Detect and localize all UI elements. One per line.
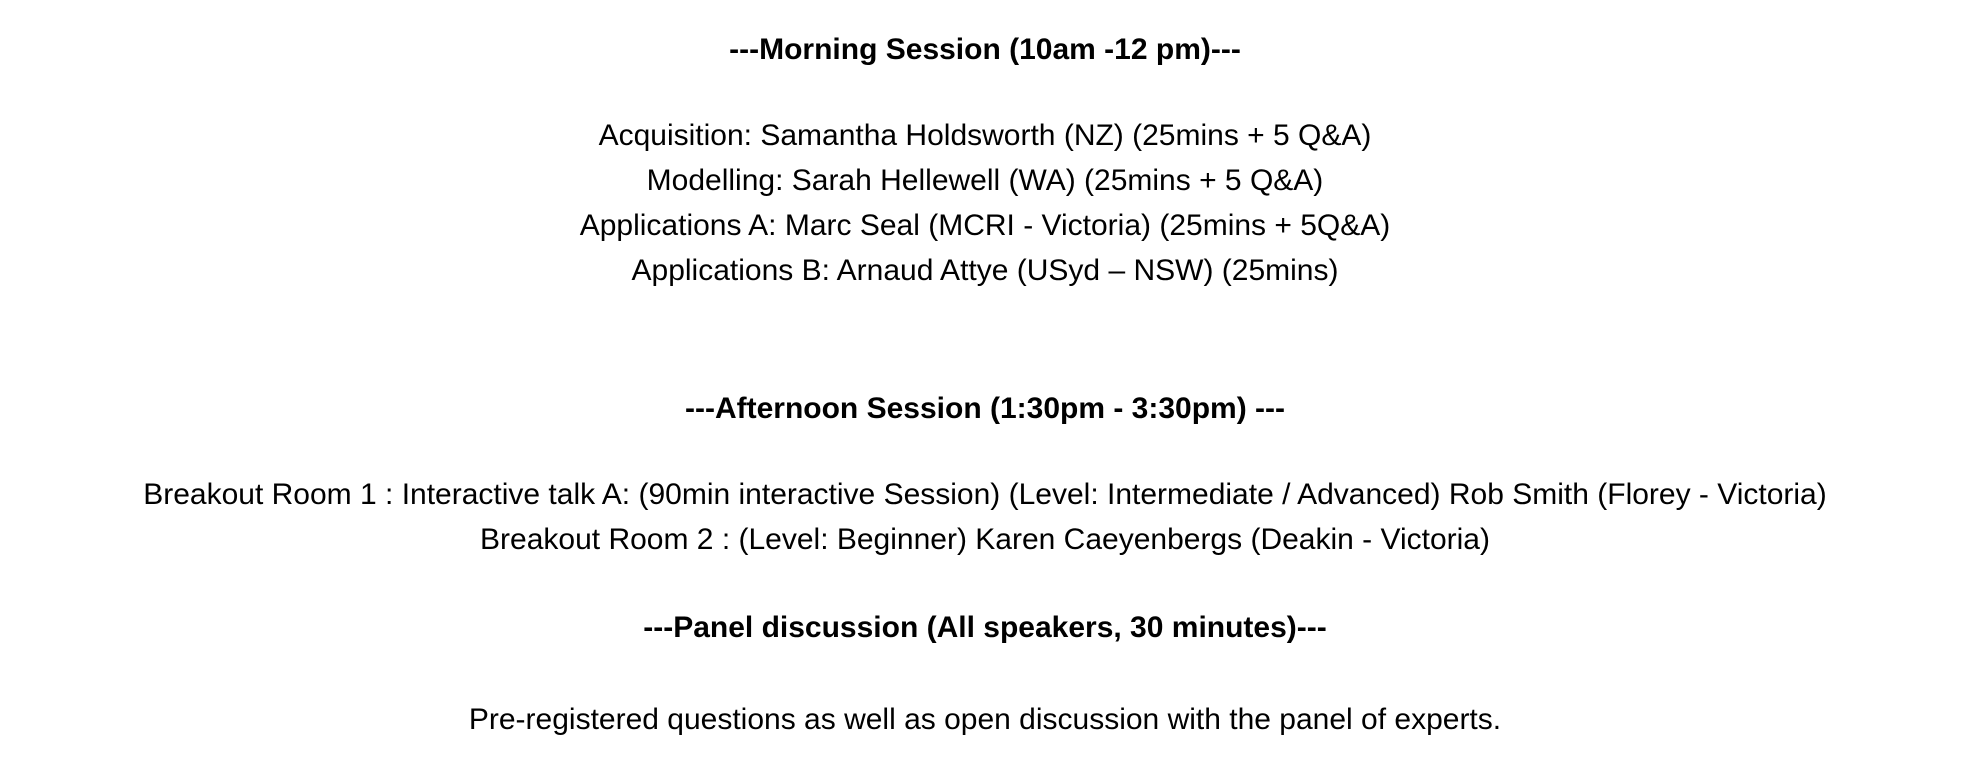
morning-item-acquisition: Acquisition: Samantha Holdsworth (NZ) (2… [598, 119, 1372, 152]
panel-discussion-description: Pre-registered questions as well as open… [468, 703, 1502, 736]
morning-item-modelling: Modelling: Sarah Hellewell (WA) (25mins … [646, 164, 1324, 197]
morning-item-applications-b: Applications B: Arnaud Attye (USyd – NSW… [631, 254, 1339, 287]
morning-item-applications-a: Applications A: Marc Seal (MCRI - Victor… [579, 209, 1391, 242]
afternoon-session-heading: ---Afternoon Session (1:30pm - 3:30pm) -… [684, 392, 1286, 425]
afternoon-item-breakout-room-1: Breakout Room 1 : Interactive talk A: (9… [143, 478, 1827, 511]
panel-discussion-heading: ---Panel discussion (All speakers, 30 mi… [643, 611, 1327, 644]
afternoon-item-breakout-room-2: Breakout Room 2 : (Level: Beginner) Kare… [480, 523, 1490, 556]
morning-session-heading: ---Morning Session (10am -12 pm)--- [729, 33, 1241, 66]
